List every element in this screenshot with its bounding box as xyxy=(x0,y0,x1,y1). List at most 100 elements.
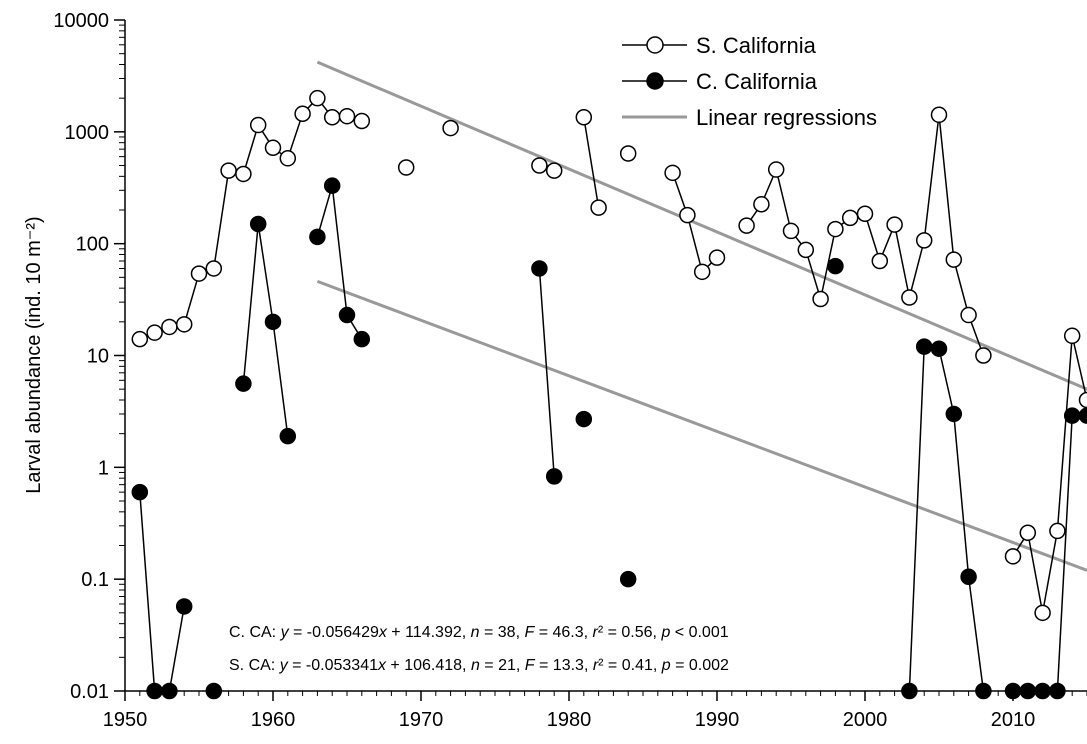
data-point-s-california xyxy=(264,139,282,157)
data-point-s-california xyxy=(146,324,163,341)
data-point-s-california xyxy=(767,161,785,178)
legend-item-linear-regressions: Linear regressions xyxy=(622,105,877,130)
data-point-s-california xyxy=(220,162,237,179)
data-point-c-california xyxy=(545,468,563,485)
legend-item-c-california: C. California xyxy=(622,69,818,94)
data-point-s-california xyxy=(886,216,903,233)
legend-marker xyxy=(646,36,664,54)
data-point-c-california xyxy=(235,375,252,392)
y-tick-label: 0.01 xyxy=(70,681,109,703)
data-point-s-california xyxy=(753,196,770,213)
data-point-c-california xyxy=(146,682,163,700)
data-point-s-california xyxy=(871,252,889,270)
data-point-s-california xyxy=(915,232,933,249)
data-point-s-california xyxy=(575,109,593,126)
series-line-c-california xyxy=(139,492,185,692)
data-point-s-california xyxy=(353,112,371,130)
data-point-c-california xyxy=(175,598,193,615)
series-line-s-california xyxy=(583,117,600,208)
x-tick-label: 1990 xyxy=(695,709,740,731)
data-point-s-california xyxy=(856,205,874,223)
data-point-c-california xyxy=(131,483,149,501)
data-point-c-california xyxy=(619,570,637,588)
y-tick-label: 10000 xyxy=(53,10,109,32)
data-point-s-california xyxy=(1004,548,1022,565)
data-point-c-california xyxy=(930,340,948,357)
data-point-s-california xyxy=(812,290,829,308)
legend-item-s-california: S. California xyxy=(622,33,817,58)
data-point-s-california xyxy=(782,222,800,240)
x-tick-label: 2010 xyxy=(991,709,1036,731)
data-point-s-california xyxy=(235,165,252,183)
data-point-s-california xyxy=(531,157,548,174)
data-point-c-california xyxy=(960,568,977,586)
series-line-s-california xyxy=(1012,335,1087,613)
data-point-c-california xyxy=(1063,407,1081,424)
x-tick-label: 1980 xyxy=(547,709,592,731)
data-point-c-california xyxy=(915,338,933,355)
data-point-c-california xyxy=(309,228,326,246)
x-tick-label: 2000 xyxy=(843,709,888,731)
series-line-c-california xyxy=(1013,414,1087,692)
x-tick-label: 1950 xyxy=(103,709,148,731)
data-point-c-california xyxy=(1078,407,1087,424)
data-point-c-california xyxy=(575,410,593,428)
data-point-c-california xyxy=(279,427,297,445)
data-point-c-california xyxy=(1019,682,1037,700)
data-point-s-california xyxy=(738,217,755,234)
data-point-s-california xyxy=(693,263,711,281)
data-point-s-california xyxy=(930,106,948,124)
data-point-c-california xyxy=(901,682,918,700)
series-line-c-california xyxy=(316,185,363,340)
y-tick-label: 100 xyxy=(76,234,109,256)
data-point-s-california xyxy=(708,249,726,266)
data-point-s-california xyxy=(901,289,918,306)
data-point-s-california xyxy=(294,105,311,123)
data-point-s-california xyxy=(131,330,149,348)
data-point-s-california xyxy=(1063,327,1081,345)
data-point-s-california xyxy=(338,107,356,125)
series-line-c-california xyxy=(242,223,289,437)
regression-line-s-ca xyxy=(316,60,1087,391)
data-point-c-california xyxy=(1034,682,1051,700)
data-point-s-california xyxy=(841,209,859,227)
data-point-c-california xyxy=(338,306,356,324)
data-point-s-california xyxy=(190,265,208,282)
legend-label: Linear regressions xyxy=(696,105,877,130)
data-point-s-california xyxy=(205,260,223,277)
data-point-c-california xyxy=(1004,682,1022,700)
data-point-c-california xyxy=(249,215,267,233)
data-point-s-california xyxy=(1034,604,1051,622)
data-point-c-california xyxy=(975,682,992,700)
y-tick-label: 1 xyxy=(98,457,109,479)
data-point-s-california xyxy=(827,220,844,238)
data-point-s-california xyxy=(797,241,815,259)
data-point-s-california xyxy=(1049,522,1066,540)
series-line-s-california xyxy=(745,114,985,356)
regression-equation-s-ca: S. CA: y = -0.053341x + 106.418, n = 21,… xyxy=(229,657,729,674)
legend-label: C. California xyxy=(696,69,818,94)
series-line-c-california xyxy=(538,268,555,477)
x-tick-label: 1960 xyxy=(251,709,296,731)
data-point-s-california xyxy=(1078,391,1087,409)
data-point-s-california xyxy=(175,316,193,333)
y-tick-label: 1000 xyxy=(65,122,110,144)
y-axis-title: Larval abundance (ind. 10 m⁻²) xyxy=(23,216,45,493)
data-point-c-california xyxy=(323,177,341,194)
data-point-s-california xyxy=(619,145,637,162)
data-point-s-california xyxy=(545,162,563,179)
data-point-s-california xyxy=(1019,524,1037,542)
data-point-c-california xyxy=(205,682,223,700)
data-point-c-california xyxy=(1049,682,1066,700)
data-point-c-california xyxy=(161,682,178,700)
data-point-c-california xyxy=(945,405,963,423)
y-tick-label: 0.1 xyxy=(81,569,109,591)
legend-label: S. California xyxy=(696,33,817,58)
data-point-s-california xyxy=(442,119,459,137)
data-point-s-california xyxy=(249,116,267,134)
data-point-c-california xyxy=(264,313,282,331)
series-line-c-california xyxy=(908,345,985,692)
data-point-s-california xyxy=(679,206,696,224)
data-point-s-california xyxy=(397,159,415,176)
